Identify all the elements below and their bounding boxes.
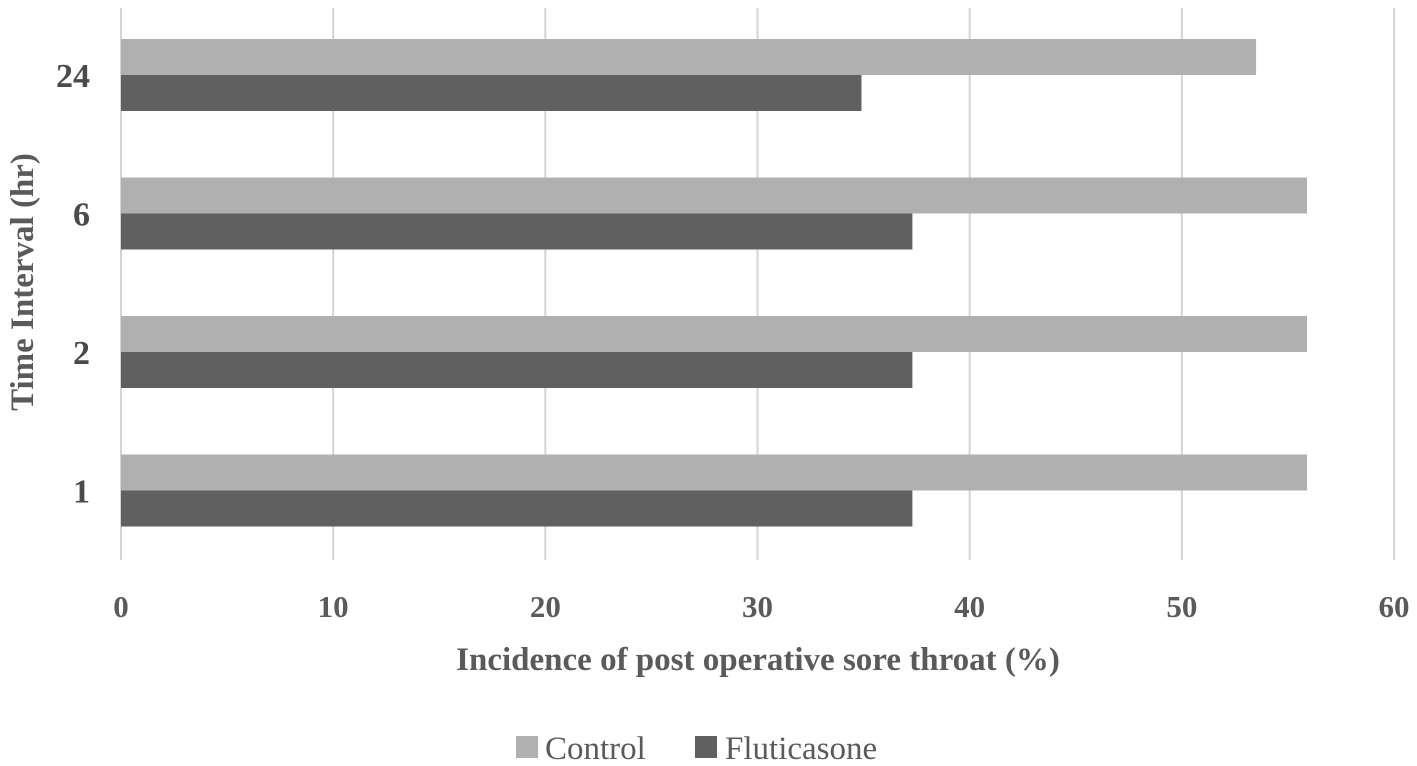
x-axis-title: Incidence of post operative sore throat …	[456, 642, 1060, 678]
legend-label-fluticasone: Fluticasone	[725, 731, 877, 766]
bar-fluticasone-1	[121, 490, 913, 527]
x-axis-ticks: 0 10 20 30 40 50 60	[113, 589, 1409, 624]
y-tick-label-2: 2	[73, 335, 90, 372]
legend-label-control: Control	[545, 731, 646, 766]
legend: Control Fluticasone	[516, 731, 877, 766]
bar-control-1	[121, 454, 1308, 491]
x-tick-label-10: 10	[318, 589, 349, 624]
bar-control-24	[121, 39, 1257, 75]
bars	[121, 39, 1308, 527]
x-tick-label-20: 20	[530, 589, 561, 624]
x-tick-label-60: 60	[1379, 589, 1410, 624]
bar-control-2	[121, 316, 1308, 352]
y-axis-ticks: 24 6 2 1	[56, 58, 90, 511]
bar-control-6	[121, 177, 1308, 214]
x-tick-label-40: 40	[954, 589, 985, 624]
x-tick-label-50: 50	[1166, 589, 1197, 624]
y-tick-label-24: 24	[56, 58, 90, 95]
bar-fluticasone-6	[121, 213, 913, 250]
bar-fluticasone-2	[121, 352, 913, 388]
legend-swatch-fluticasone	[695, 736, 717, 758]
x-tick-label-0: 0	[113, 589, 129, 624]
y-tick-label-1: 1	[73, 474, 90, 511]
y-axis-title: Time Interval (hr)	[5, 153, 41, 411]
bar-fluticasone-24	[121, 75, 862, 111]
x-tick-label-30: 30	[742, 589, 773, 624]
y-tick-label-6: 6	[73, 197, 90, 234]
legend-swatch-control	[516, 736, 538, 758]
